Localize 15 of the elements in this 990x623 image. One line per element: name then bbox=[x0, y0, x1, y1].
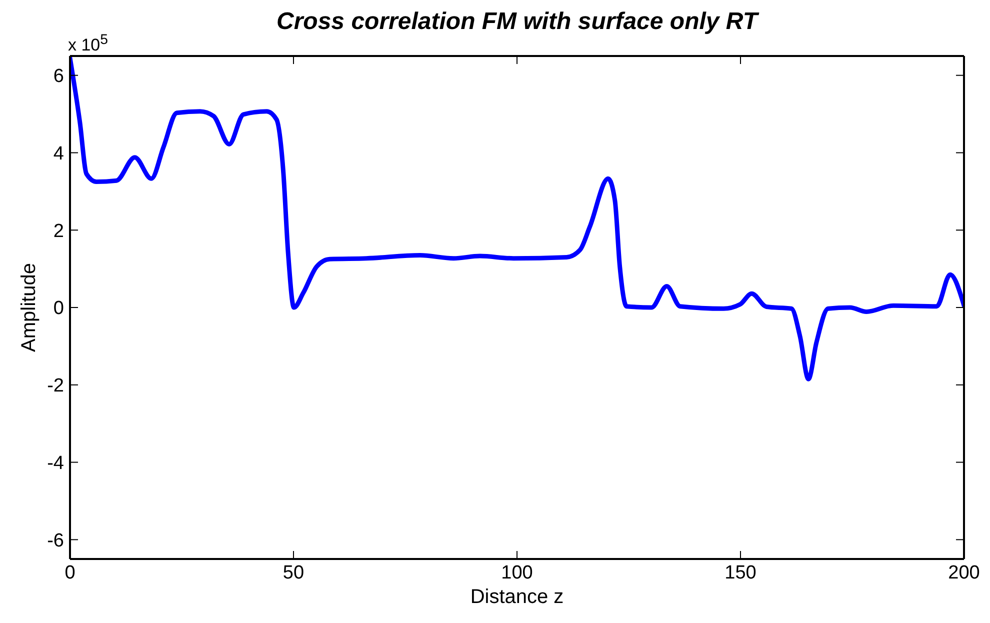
y-tick-label: 4 bbox=[53, 143, 64, 164]
x-tick-label: 150 bbox=[724, 562, 756, 584]
x-axis-title: Distance z bbox=[470, 586, 564, 608]
x-tick-label: 50 bbox=[282, 562, 304, 584]
x-tick-label: 100 bbox=[501, 562, 533, 584]
y-axis-title: Amplitude bbox=[18, 263, 40, 352]
x-tick-label: 200 bbox=[948, 562, 980, 584]
y-tick-label: 6 bbox=[53, 66, 64, 88]
y-tick-label: -4 bbox=[47, 453, 64, 474]
chart-title: Cross correlation FM with surface only RT bbox=[276, 8, 758, 35]
y-tick-label: 2 bbox=[53, 220, 64, 242]
y-tick-label: -2 bbox=[47, 376, 64, 397]
text: x 10$^{5}$ bbox=[68, 32, 108, 56]
y-tick-label: 0 bbox=[53, 298, 64, 320]
y-tick-label: -6 bbox=[47, 530, 64, 552]
